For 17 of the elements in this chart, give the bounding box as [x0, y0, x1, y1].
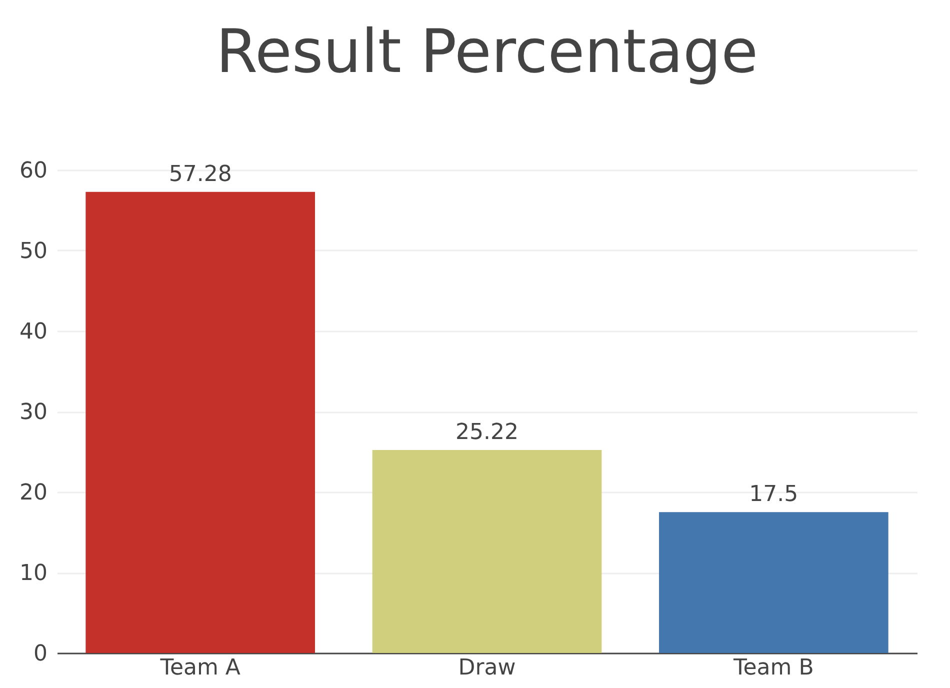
y-tick-label: 60 [20, 158, 48, 184]
y-tick-label: 20 [20, 480, 48, 506]
chart-title: Result Percentage [216, 17, 758, 87]
data-label: 25.22 [456, 420, 518, 445]
y-tick-label: 50 [20, 239, 48, 264]
data-label: 17.5 [749, 482, 798, 508]
y-tick-label: 40 [20, 320, 48, 344]
bar [372, 450, 602, 653]
x-tick-label: Team B [732, 656, 814, 680]
x-tick-label: Draw [458, 656, 516, 680]
y-tick-label: 30 [20, 400, 48, 425]
bar [659, 512, 888, 653]
x-tick-label: Team A [159, 656, 240, 680]
data-label: 57.28 [168, 162, 232, 187]
y-tick-label: 0 [34, 642, 48, 666]
y-tick-label: 10 [20, 561, 48, 586]
bar [86, 192, 315, 653]
